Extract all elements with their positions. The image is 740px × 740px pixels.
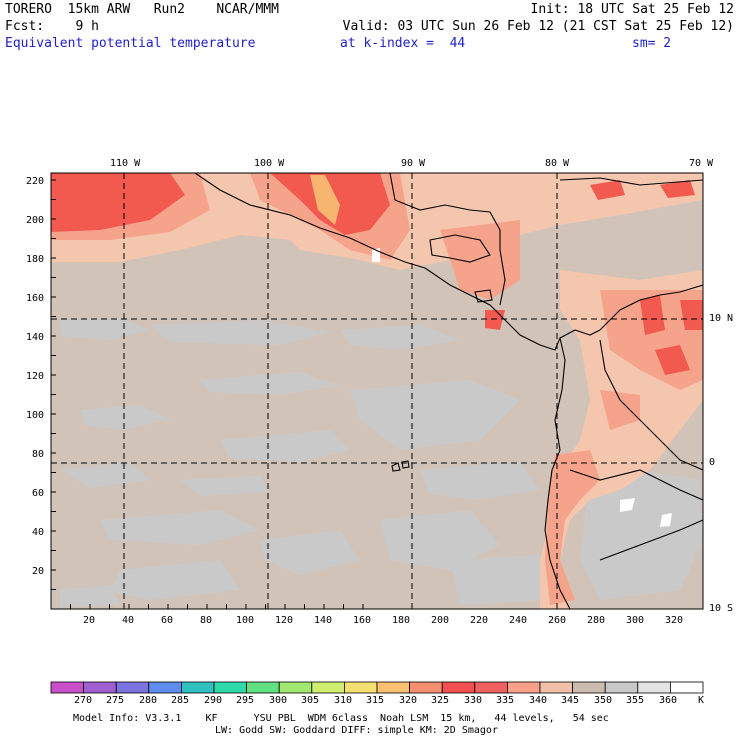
colorbar-swatch: [604, 681, 639, 694]
x-tick-140: 140: [314, 615, 333, 626]
colorbar-swatch: [506, 681, 541, 694]
warm-patches: [51, 173, 703, 609]
colorbar-swatch: [572, 681, 606, 694]
colorbar-label-270: 270: [74, 695, 93, 706]
colorbar-swatch: [409, 681, 443, 694]
colorbar-label-360: 360: [659, 695, 678, 706]
graticule: [51, 173, 703, 609]
lon-label-110w: 110 W: [110, 158, 141, 169]
x-tick-260: 260: [548, 615, 567, 626]
colorbar-swatch: [441, 681, 476, 694]
map-frame: [50, 172, 704, 610]
x-tick-40: 40: [122, 615, 135, 626]
lat-label-10n: 10 N: [709, 313, 734, 324]
y-tick-80: 80: [32, 449, 45, 460]
colorbar-swatch: [148, 681, 182, 694]
y-tick-140: 140: [26, 332, 45, 343]
colorbar-label-325: 325: [431, 695, 450, 706]
lon-label-100w: 100 W: [254, 158, 285, 169]
x-tick-300: 300: [626, 615, 645, 626]
y-tick-160: 160: [26, 293, 45, 304]
x-tick-20: 20: [83, 615, 96, 626]
lon-label-90w: 90 W: [401, 158, 426, 169]
y-tick-40: 40: [32, 527, 45, 538]
y-tick-60: 60: [32, 488, 45, 499]
header-valid-time: Valid: 03 UTC Sun 26 Feb 12 (21 CST Sat …: [342, 19, 734, 34]
x-tick-80: 80: [200, 615, 213, 626]
header-init-time: Init: 18 UTC Sat 25 Feb 12: [530, 2, 735, 17]
x-tick-120: 120: [275, 615, 294, 626]
y-tick-20: 20: [32, 566, 45, 577]
x-tick-220: 220: [470, 615, 489, 626]
colorbar-label-285: 285: [171, 695, 190, 706]
footer-model-info: Model Info: V3.3.1 KF YSU PBL WDM 6class…: [73, 713, 609, 724]
colorbar-label-290: 290: [204, 695, 223, 706]
colorbar-label-305: 305: [301, 695, 320, 706]
x-tick-200: 200: [431, 615, 450, 626]
x-tick-280: 280: [587, 615, 606, 626]
colorbar-label-340: 340: [529, 695, 548, 706]
lon-label-70w: 70 W: [689, 158, 714, 169]
colorbar-swatch: [376, 681, 410, 694]
colorbar-swatch: [637, 681, 671, 694]
header-forecast-hour: Fcst: 9 h: [5, 19, 99, 34]
x-tick-160: 160: [353, 615, 372, 626]
colorbar-label-300: 300: [269, 695, 288, 706]
smoothing-label: sm= 2: [632, 36, 672, 51]
colorbar-swatch: [343, 681, 378, 694]
y-tick-120: 120: [26, 371, 45, 382]
colorbar-label-345: 345: [561, 695, 580, 706]
colorbar-swatch: [311, 681, 345, 694]
colorbar-label-295: 295: [236, 695, 255, 706]
colorbar-swatch: [50, 681, 84, 694]
colorbar-swatch: [278, 681, 313, 694]
y-tick-180: 180: [26, 254, 45, 265]
header-line1-left: TORERO 15km ARW Run2 NCAR/MMM: [5, 2, 279, 17]
y-tick-220: 220: [26, 176, 45, 187]
y-tick-200: 200: [26, 215, 45, 226]
colorbar-swatch: [83, 681, 117, 694]
colorbar-label-330: 330: [464, 695, 483, 706]
colorbar-swatch: [670, 681, 704, 694]
colorbar-swatch: [474, 681, 508, 694]
tick-marks: [50, 179, 364, 610]
x-tick-180: 180: [392, 615, 411, 626]
x-tick-320: 320: [665, 615, 684, 626]
colorbar-swatch: [539, 681, 573, 694]
colorbar-label-310: 310: [334, 695, 353, 706]
colorbar-label-335: 335: [496, 695, 515, 706]
colorbar-swatch: [213, 681, 247, 694]
colorbar: [50, 681, 704, 694]
colorbar-label-350: 350: [594, 695, 613, 706]
footer-physics-info: LW: Godd SW: Goddard DIFF: simple KM: 2D…: [215, 725, 498, 736]
colorbar-swatch: [246, 681, 280, 694]
colorbar-label-280: 280: [139, 695, 158, 706]
map-field: [51, 173, 703, 609]
colorbar-swatch: [115, 681, 150, 694]
level-label: at k-index = 44: [340, 36, 466, 51]
colorbar-label-315: 315: [366, 695, 385, 706]
colorbar-unit: K: [698, 695, 705, 706]
x-tick-60: 60: [161, 615, 174, 626]
y-tick-100: 100: [26, 410, 45, 421]
x-tick-240: 240: [509, 615, 528, 626]
coastlines: [194, 173, 703, 609]
colorbar-label-320: 320: [399, 695, 418, 706]
field-title: Equivalent potential temperature: [5, 36, 256, 51]
colorbar-swatch: [180, 681, 215, 694]
colorbar-label-275: 275: [106, 695, 125, 706]
x-tick-100: 100: [236, 615, 255, 626]
lon-label-80w: 80 W: [545, 158, 570, 169]
colorbar-label-355: 355: [626, 695, 645, 706]
lat-label-10s: 10 S: [709, 603, 734, 614]
lat-label-0: 0: [709, 457, 716, 468]
